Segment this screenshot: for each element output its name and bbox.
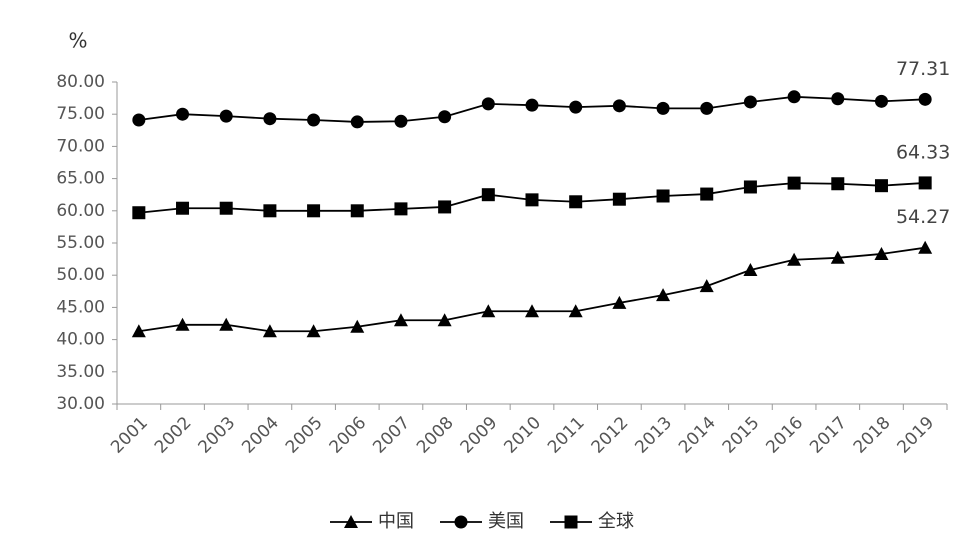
marker xyxy=(131,324,146,338)
marker xyxy=(219,201,233,215)
x-tick-label: 2012 xyxy=(588,413,633,458)
marker xyxy=(918,176,932,190)
marker xyxy=(350,204,364,218)
x-tick-label: 2017 xyxy=(806,413,851,458)
marker xyxy=(350,115,364,129)
y-tick-label: 75.00 xyxy=(56,104,105,124)
marker xyxy=(569,100,583,114)
marker xyxy=(132,206,146,220)
marker xyxy=(263,204,277,218)
marker xyxy=(831,177,845,191)
marker xyxy=(612,295,627,309)
marker xyxy=(874,94,888,108)
x-tick-label: 2007 xyxy=(369,413,414,458)
marker xyxy=(612,192,626,206)
x-tick-label: 2001 xyxy=(107,413,152,458)
marker xyxy=(874,179,888,193)
marker xyxy=(612,99,626,113)
marker xyxy=(175,317,190,331)
x-tick-label: 2013 xyxy=(631,413,676,458)
marker xyxy=(307,113,321,127)
marker xyxy=(525,98,539,112)
x-tick-label: 2004 xyxy=(238,413,283,458)
x-tick-label: 2005 xyxy=(282,413,327,458)
marker xyxy=(306,324,321,338)
marker xyxy=(438,110,452,124)
y-tick-label: 35.00 xyxy=(56,362,105,382)
marker xyxy=(481,304,496,318)
y-tick-label: 40.00 xyxy=(56,330,105,350)
y-tick-label: 55.00 xyxy=(56,233,105,253)
y-tick-label: 45.00 xyxy=(56,297,105,317)
data-label: 64.33 xyxy=(896,141,950,163)
x-tick-label: 2010 xyxy=(500,413,545,458)
x-tick-label: 2019 xyxy=(893,413,938,458)
marker xyxy=(263,112,277,126)
x-tick-label: 2002 xyxy=(151,413,196,458)
legend-label: 中国 xyxy=(378,511,414,532)
x-tick-label: 2006 xyxy=(326,413,371,458)
x-tick-label: 2015 xyxy=(719,413,764,458)
y-tick-label: 65.00 xyxy=(56,169,105,189)
y-tick-label: 80.00 xyxy=(56,72,105,92)
marker xyxy=(307,204,321,218)
x-tick-label: 2014 xyxy=(675,413,720,458)
marker xyxy=(700,101,714,115)
marker xyxy=(525,193,539,207)
marker xyxy=(831,92,845,106)
marker xyxy=(394,114,408,128)
marker xyxy=(568,304,583,318)
x-tick-label: 2018 xyxy=(850,413,895,458)
y-axis-label: % xyxy=(68,29,87,53)
marker xyxy=(787,176,801,190)
marker xyxy=(393,313,408,327)
marker xyxy=(132,113,146,127)
marker xyxy=(787,252,802,266)
data-label: 54.27 xyxy=(896,206,950,228)
marker xyxy=(262,324,277,338)
marker xyxy=(176,201,190,215)
marker xyxy=(481,97,495,111)
marker xyxy=(656,101,670,115)
x-tick-label: 2016 xyxy=(762,413,807,458)
marker xyxy=(918,240,933,254)
marker xyxy=(481,188,495,202)
marker xyxy=(830,250,845,264)
x-tick-label: 2011 xyxy=(544,413,589,458)
marker xyxy=(437,313,452,327)
y-tick-label: 50.00 xyxy=(56,265,105,285)
marker xyxy=(219,109,233,123)
marker xyxy=(699,279,714,293)
marker xyxy=(438,200,452,214)
marker xyxy=(743,263,758,277)
x-tick-label: 2008 xyxy=(413,413,458,458)
marker xyxy=(743,180,757,194)
x-tick-label: 2003 xyxy=(195,413,240,458)
y-tick-label: 30.00 xyxy=(56,394,105,414)
marker xyxy=(525,304,539,318)
y-tick-label: 70.00 xyxy=(56,136,105,156)
marker xyxy=(656,288,671,302)
data-label: 77.31 xyxy=(896,58,950,80)
legend-marker xyxy=(564,515,578,529)
marker xyxy=(918,92,932,106)
x-tick-label: 2009 xyxy=(457,413,502,458)
marker xyxy=(569,195,583,209)
y-tick-label: 60.00 xyxy=(56,201,105,221)
marker xyxy=(700,187,714,201)
legend-label: 全球 xyxy=(598,511,634,532)
marker xyxy=(743,95,757,109)
legend-marker xyxy=(454,515,468,529)
legend-label: 美国 xyxy=(488,511,524,532)
marker xyxy=(176,107,190,121)
marker xyxy=(350,319,365,333)
marker xyxy=(787,90,801,104)
marker xyxy=(394,202,408,216)
marker xyxy=(219,317,234,331)
marker xyxy=(874,246,889,260)
legend-marker xyxy=(344,515,358,528)
marker xyxy=(656,189,670,203)
series-line xyxy=(138,246,926,333)
